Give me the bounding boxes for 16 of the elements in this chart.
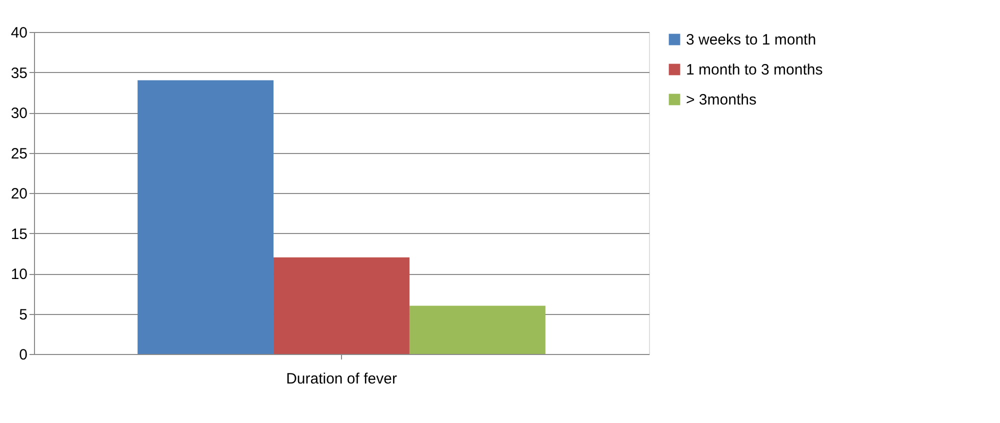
y-tick-label: 30 [10,105,28,122]
legend-label: 1 month to 3 months [686,62,823,78]
bar [409,306,546,354]
y-tick-label: 10 [10,266,28,283]
x-tick-label: Duration of fever [286,370,397,388]
legend-label: > 3months [686,92,756,108]
bar [138,80,274,354]
y-tick-label: 0 [19,346,28,364]
y-tick-label: 20 [10,186,28,202]
y-tick-label: 15 [10,226,28,243]
legend-label: 3 weeks to 1 month [686,32,816,48]
bar [274,257,410,354]
y-tick-label: 5 [19,306,28,324]
y-tick-label: 35 [10,64,28,82]
y-tick-label: 40 [10,24,28,42]
y-tick-label: 25 [10,145,28,162]
